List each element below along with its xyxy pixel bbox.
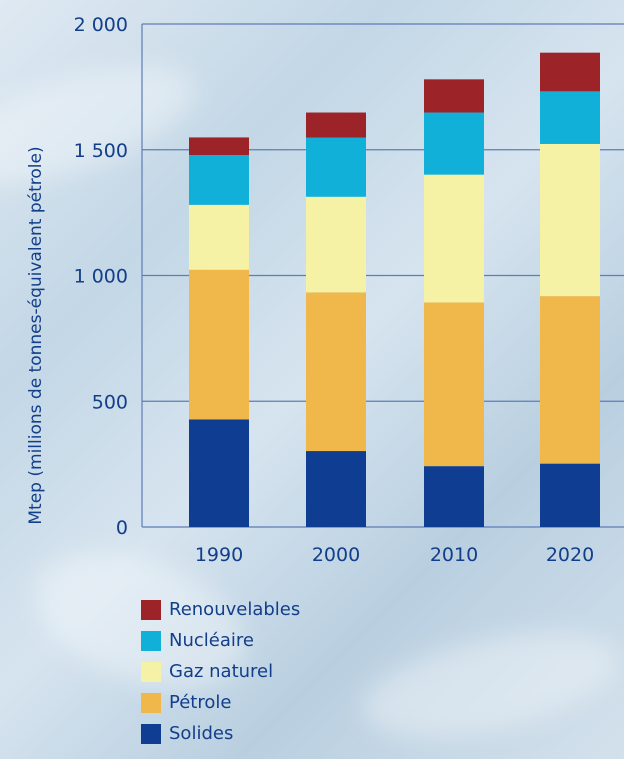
legend-label: Solides — [169, 723, 234, 744]
bar-segment-nucl-aire-2020 — [540, 91, 600, 144]
legend-swatch — [141, 724, 161, 744]
legend-item-solides: Solides — [141, 722, 300, 746]
bar-segment-gaz-naturel-1990 — [189, 204, 249, 270]
legend-item-nucl-aire: Nucléaire — [141, 629, 300, 653]
legend-swatch — [141, 600, 161, 620]
bar-segment-nucl-aire-1990 — [189, 155, 249, 205]
legend-swatch — [141, 662, 161, 682]
bar-segment-solides-2020 — [540, 463, 600, 527]
bar-segment-gaz-naturel-2010 — [424, 174, 484, 303]
y-tick-label: 1 500 — [74, 140, 128, 162]
x-axis-ticks: 1990 2000 2010 2020 — [195, 544, 594, 566]
bar-segment-nucl-aire-2000 — [306, 137, 366, 197]
y-tick-label: 2 000 — [74, 14, 128, 36]
legend-label: Nucléaire — [169, 630, 254, 651]
x-tick-label: 1990 — [195, 544, 243, 566]
bar-segment-solides-1990 — [189, 419, 249, 527]
legend-label: Renouvelables — [169, 599, 301, 620]
bar-segment-renouvelables-1990 — [189, 137, 249, 156]
bar-segment-renouvelables-2010 — [424, 79, 484, 113]
bar-segment-p-trole-2020 — [540, 296, 600, 464]
y-axis-ticks: 0 500 1 000 1 500 2 000 — [74, 14, 128, 539]
legend-item-gaz-naturel: Gaz naturel — [141, 660, 300, 684]
legend: Renouvelables Nucléaire Gaz naturel Pétrole… — [141, 598, 300, 753]
bar-segment-p-trole-1990 — [189, 269, 249, 420]
legend-swatch — [141, 631, 161, 651]
y-tick-label: 1 000 — [74, 266, 128, 288]
bar-segment-p-trole-2010 — [424, 302, 484, 467]
legend-item-renouvelables: Renouvelables — [141, 598, 300, 622]
y-axis-label: Mtep (millions de tonnes-équivalent pétr… — [26, 146, 46, 524]
x-tick-label: 2010 — [430, 544, 478, 566]
bar-segment-renouvelables-2000 — [306, 112, 366, 138]
bar-segment-gaz-naturel-2000 — [306, 196, 366, 293]
y-tick-label: 0 — [116, 517, 128, 539]
x-tick-label: 2000 — [312, 544, 360, 566]
bar-segment-p-trole-2000 — [306, 292, 366, 452]
legend-label: Pétrole — [169, 692, 232, 713]
bar-segment-solides-2000 — [306, 451, 366, 527]
legend-swatch — [141, 693, 161, 713]
bar-segment-gaz-naturel-2020 — [540, 143, 600, 297]
bar-segment-nucl-aire-2010 — [424, 112, 484, 175]
legend-label: Gaz naturel — [169, 661, 274, 682]
bar-segment-solides-2010 — [424, 466, 484, 527]
y-tick-label: 500 — [92, 391, 128, 413]
bars — [189, 52, 600, 527]
bar-segment-renouvelables-2020 — [540, 52, 600, 92]
legend-item-p-trole: Pétrole — [141, 691, 300, 715]
x-tick-label: 2020 — [546, 544, 594, 566]
